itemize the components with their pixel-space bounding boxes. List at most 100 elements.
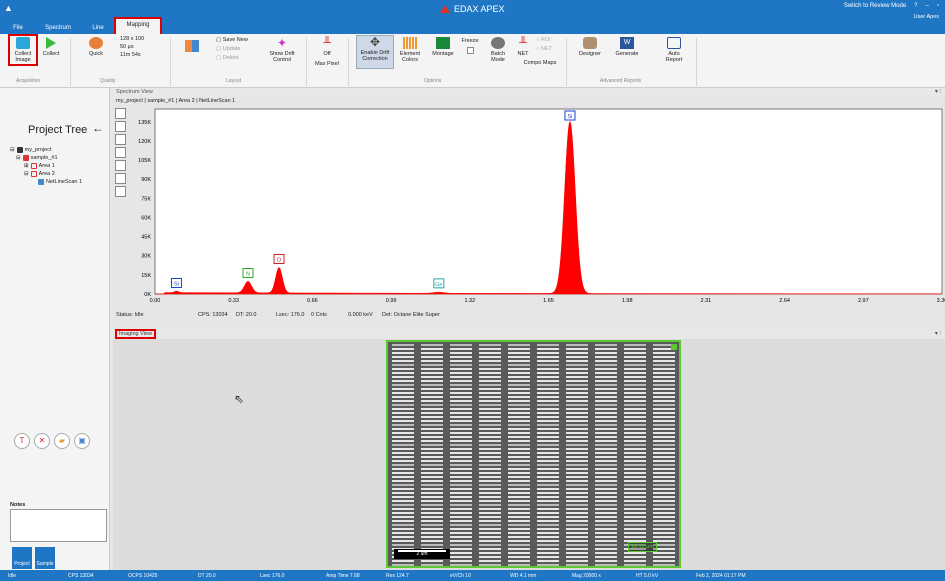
x-tick-label: 1.32 [464,298,475,304]
title-bar: ▲ EDAX APEX Switch to Review Mode ? – ▫ … [0,0,945,22]
peak-label-text: Si [174,281,179,287]
freeze-checkbox[interactable]: Freeze [458,38,482,57]
x-tick-label: 2.64 [779,298,790,304]
y-tick-label: 120K [138,139,151,145]
x-tick-label: 0.00 [150,298,161,304]
quality-settings[interactable]: 128 x 100 50 μs 11m 54s [120,36,145,58]
layout-icon [185,40,199,52]
minimize-icon[interactable]: – [925,3,929,9]
delete-button[interactable]: ▢ Delete [216,55,239,61]
overlay-icon[interactable] [115,160,126,171]
restore-icon[interactable]: ▫ [936,3,939,9]
project-button[interactable]: Project [12,547,32,569]
y-tick-label: 15K [141,273,151,279]
auto-report-button[interactable]: Auto Report [660,37,688,63]
peak-label[interactable]: Ge [433,278,445,289]
collect-button[interactable]: Collect [40,37,62,57]
layout-grid-button[interactable] [180,40,204,54]
folder-tool-icon[interactable]: ▰ [54,433,70,449]
tree-item-area2[interactable]: ⊟ Area 2 [24,171,55,177]
tree-item-area1[interactable]: ⊞ Area 1 [24,163,55,169]
collect-image-button[interactable]: Collect Image [10,37,36,63]
spectrum-chart[interactable]: 0K 15K 30K 45K 60K 75K 90K 105K 120K 135K 0.00 0.3… [113,100,945,310]
update-button[interactable]: ▢ Update [216,46,241,52]
save-icon[interactable] [115,173,126,184]
expand-icon[interactable] [671,344,677,350]
net-icon: ╨ [519,37,527,49]
grid-icon[interactable] [115,134,126,145]
compo-options: ○ ROI ○ NET [536,36,558,54]
help-icon[interactable]: ? [914,3,918,9]
enable-drift-button[interactable]: ✥ Enable Drift Correction [356,35,394,69]
net-button[interactable]: ╨ NET [517,37,529,57]
tree-item-project[interactable]: ⊟ my_project [10,147,52,153]
layout-actions: ▢ Save New ▢ Update ▢ Delete [216,36,258,63]
y-tick-label: 135K [138,120,151,126]
show-drift-button[interactable]: ✦ Show Drift Control [269,36,295,63]
edit-tool-icon[interactable]: ▣ [74,433,90,449]
peak-label-text: N [246,272,250,278]
word-icon: W [620,37,634,49]
x-tick-label: 0.99 [386,298,397,304]
y-tick-label: 60K [141,215,151,221]
tree-tools: T ✕ ▰ ▣ [14,433,90,449]
peak-label[interactable]: O [273,253,285,264]
peak-label-text: O [277,257,282,263]
tab-line[interactable]: Line [92,25,104,31]
auto-report-icon [667,37,681,49]
panel-pin-icon[interactable]: ▾ ⫶ [934,89,941,95]
tab-spectrum[interactable]: Spectrum [45,25,71,31]
panel-pin-icon[interactable]: ▾ ⫶ [934,331,941,337]
y-tick-label: 45K [141,235,151,241]
x-tick-label: 0.66 [307,298,318,304]
quick-button[interactable]: Quick [84,37,108,57]
table-icon[interactable] [115,186,126,197]
tab-file[interactable]: File [13,25,23,31]
batch-mode-button[interactable]: Batch Mode [486,37,510,63]
compare-icon[interactable] [115,147,126,158]
notes-field[interactable] [10,509,107,542]
collect-image-highlight [8,34,38,66]
roi-radio[interactable]: ○ ROI [536,37,551,43]
sem-pattern [388,342,679,566]
linescan-icon [38,179,44,185]
chart-icon[interactable] [115,121,126,132]
batch-icon [491,37,505,49]
montage-icon [436,37,450,49]
user-label: User Apex [913,14,939,20]
text-tool-icon[interactable]: T [14,433,30,449]
peak-label[interactable]: Si [170,277,182,288]
tree-item-sample[interactable]: ⊟ sample_#1 [16,155,58,161]
max-pixel-icon: ╨ [323,37,331,49]
element-colors-button[interactable]: Element Colors [396,37,424,63]
tree-item-linescan[interactable]: NetLineScan 1 [10,178,82,186]
peak-label[interactable]: Si [564,110,576,121]
sample-button[interactable]: Sample [35,547,55,569]
y-tick-label: 0K [144,292,151,298]
peak-label-box [433,278,445,289]
zoom-fit-icon[interactable] [115,108,126,119]
designer-icon [583,37,597,49]
net-radio[interactable]: ○ NET [536,46,552,52]
play-icon [46,37,56,49]
save-new-button[interactable]: ▢ Save New [216,37,248,43]
area-icon [30,171,37,177]
designer-button[interactable]: Designer [576,37,604,57]
x-tick-label: 2.97 [858,298,869,304]
spectrum-breadcrumb: my_project | sample_#1 | Area 2 | NetLin… [116,98,236,104]
generate-button[interactable]: W Generate [615,37,639,57]
peak-label-box [170,277,182,288]
peak-label[interactable]: N [242,268,254,279]
peak-label-box [273,253,285,264]
montage-button[interactable]: Montage [430,37,456,57]
project-tree: ⊟ my_project ⊟ sample_#1 ⊞ Area 1 ⊟ Area… [10,146,82,186]
back-arrow-icon[interactable]: ← [92,121,104,135]
review-mode-button[interactable]: Switch to Review Mode [843,3,907,9]
tab-mapping[interactable]: Mapping [114,17,162,34]
max-pixel-button[interactable]: ╨ Off Max Pixel [315,37,339,67]
app-title: EDAX APEX [440,4,505,14]
drift-icon: ✦ [276,36,288,50]
camera-icon [16,37,30,49]
sem-image[interactable]: 2 um 10.12 μm [386,340,681,568]
delete-tool-icon[interactable]: ✕ [34,433,50,449]
